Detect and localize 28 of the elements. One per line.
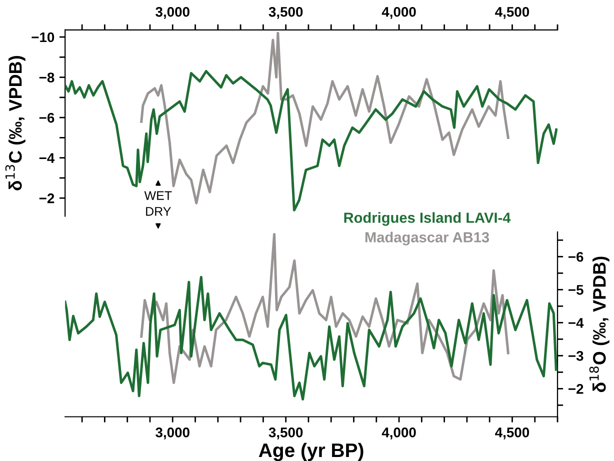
y2-tick-label: −5 [568, 285, 584, 295]
y-tick-label: −4 [39, 153, 55, 163]
x-tick-label: 4,000 [382, 428, 416, 440]
x2-tick-label: 3,000 [156, 6, 190, 19]
annotation: DRY [146, 207, 171, 216]
x2-tick-label: 3,500 [268, 6, 303, 19]
y2-tick-label: −4 [568, 318, 584, 328]
x-tick-label: 3,000 [156, 428, 190, 440]
y-axis-title: δ$^{13}$C (‰, VPDB) [5, 56, 26, 190]
x-axis-title: Age (yr BP) [258, 442, 364, 461]
y-tick-label: −6 [39, 112, 54, 123]
x2-tick-label: 4,500 [495, 6, 530, 19]
y2-tick-label: −6 [568, 252, 584, 262]
y-tick-label: −2 [39, 193, 54, 204]
line-series [65, 276, 558, 400]
line-series [140, 232, 510, 384]
text: Madagascar AB13 [365, 232, 490, 246]
y2-tick-label: −2 [568, 384, 584, 394]
text: Rodrigues Island LAVI-4 [344, 212, 511, 226]
x-tick-label: 3,500 [268, 428, 303, 440]
y-tick-label: −8 [39, 72, 54, 82]
y2-tick-label: −3 [568, 351, 584, 361]
x2-tick-label: 4,000 [382, 6, 416, 19]
annotation: WET [144, 191, 172, 200]
x-tick-label: 4,500 [495, 428, 530, 440]
line-series [140, 32, 510, 204]
y-tick-label: −10 [32, 32, 54, 42]
y2-axis-title: δ$^{18}$O (‰, VPDB) [589, 256, 610, 392]
